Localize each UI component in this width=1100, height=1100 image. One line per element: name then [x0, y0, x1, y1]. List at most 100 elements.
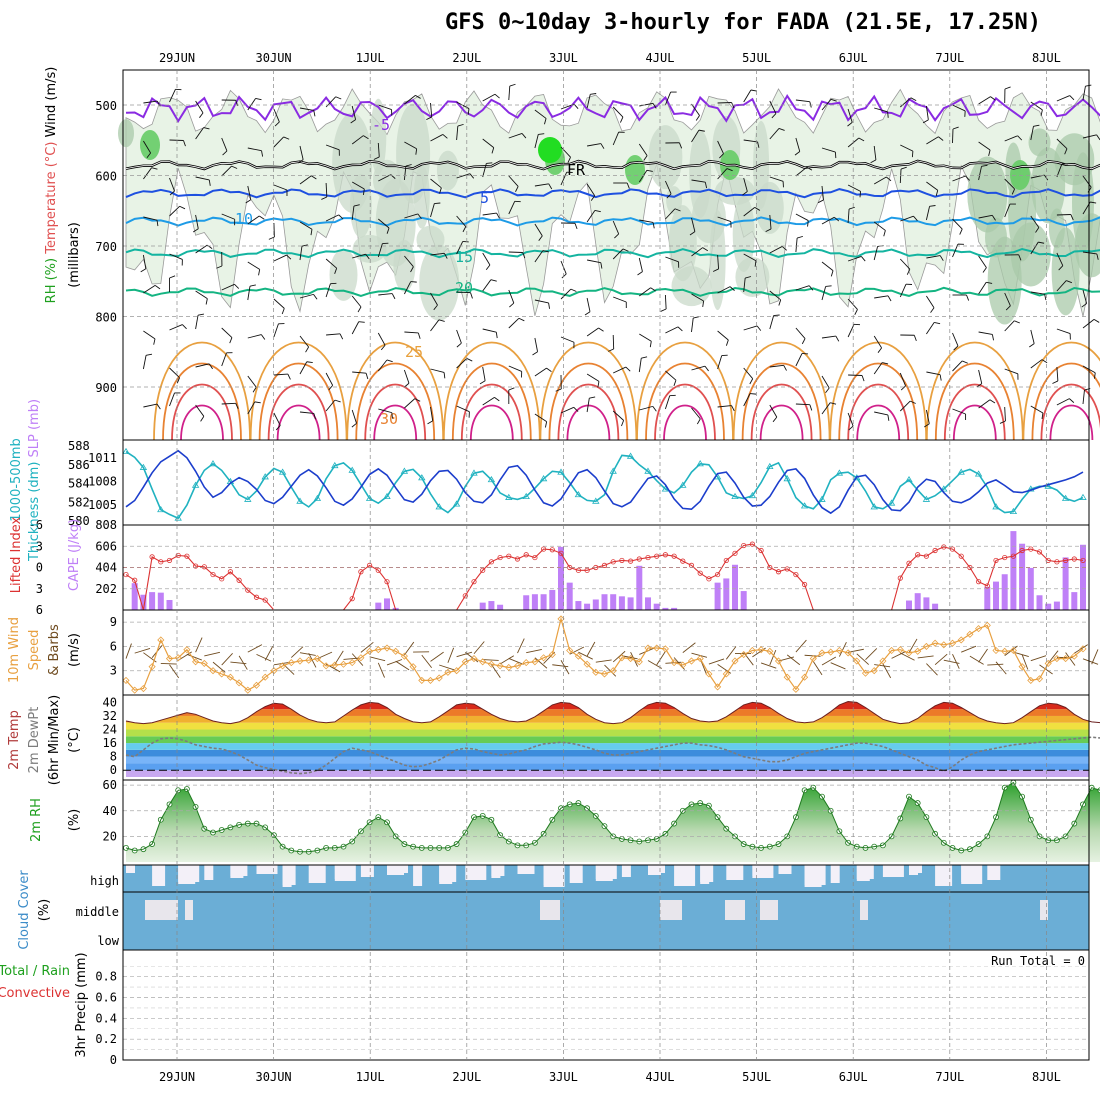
- wind-barb: [169, 253, 183, 260]
- cape-bar: [932, 603, 939, 610]
- wind-barb: [378, 293, 393, 296]
- li-marker: [227, 569, 233, 575]
- cape-bar: [671, 607, 678, 610]
- wind-barb: [1056, 163, 1063, 178]
- date-label-top: 7JUL: [935, 51, 964, 65]
- wind-barb-feather: [363, 135, 369, 140]
- wind-barb: [143, 100, 158, 104]
- wind-barb: [769, 246, 783, 254]
- wind-barb-feather: [754, 260, 757, 267]
- wind-barb: [299, 335, 309, 348]
- wind-barb: [978, 255, 987, 268]
- wind-barb-feather: [594, 209, 601, 213]
- wind-barb: [134, 648, 151, 654]
- wind-barb: [978, 96, 991, 105]
- precip-tick: 0.8: [95, 970, 117, 984]
- wind-speed-marker: [383, 644, 391, 652]
- li-marker: [123, 571, 129, 578]
- li-marker: [697, 570, 703, 576]
- thickness-marker: [783, 475, 791, 482]
- wind-barb-feather: [405, 164, 412, 167]
- li-marker: [462, 593, 468, 599]
- label-wind-3: & Barbs: [47, 624, 62, 676]
- wind-barb: [430, 252, 445, 256]
- cape-bar: [584, 603, 591, 610]
- isotherm-lobe: [460, 383, 523, 441]
- wind-barb: [351, 181, 365, 190]
- wind-barb-feather: [176, 377, 180, 384]
- wind-barb: [743, 393, 751, 407]
- thickness-tick: 582: [68, 495, 90, 509]
- wind-barb: [1082, 251, 1097, 255]
- wind-barb-feather: [1041, 412, 1044, 419]
- wind-barb-feather: [434, 202, 441, 204]
- isotherm-label-30: 30: [380, 410, 398, 428]
- wind-barb-feather: [261, 334, 266, 340]
- wind-barb: [587, 143, 601, 147]
- wind-barb-feather: [854, 309, 858, 315]
- cloud-gap-high: [126, 865, 135, 873]
- wind-barb: [1056, 328, 1071, 334]
- wind-barb: [769, 315, 775, 330]
- wind-barb: [743, 325, 758, 331]
- wind-barb-feather: [745, 276, 752, 279]
- date-label-bottom: 8JUL: [1032, 1070, 1061, 1084]
- thickness-marker: [1079, 493, 1087, 500]
- label-precip-total: Total / Rain: [0, 964, 70, 979]
- wind-barb: [334, 650, 344, 665]
- wind-barb-feather: [939, 255, 944, 261]
- isotherm-lobe: [943, 383, 1006, 441]
- wind-speed-marker: [252, 681, 261, 689]
- wind-barb: [482, 396, 495, 406]
- date-label-top: 6JUL: [839, 51, 868, 65]
- wind-barb-feather: [830, 98, 837, 102]
- rh-area: [126, 782, 1100, 862]
- li-marker: [932, 547, 938, 554]
- wind-barb: [273, 323, 279, 338]
- wind-barb: [430, 368, 445, 373]
- wind-barb: [404, 95, 416, 105]
- cape-bar: [984, 586, 991, 610]
- wind-barb-feather: [848, 425, 854, 431]
- wind-barb: [143, 330, 156, 340]
- wind-speed-marker: [418, 676, 426, 684]
- wind-barb: [769, 649, 777, 666]
- wind-barb: [691, 247, 703, 257]
- wind-barb-feather: [1029, 343, 1035, 348]
- wind-barb-feather: [910, 400, 916, 404]
- wind-barb-feather: [750, 393, 757, 395]
- cape-bar: [157, 592, 164, 610]
- wind-speed-marker: [192, 658, 200, 666]
- wind-barb-feather: [1018, 254, 1022, 261]
- wind-barb-feather: [522, 252, 526, 259]
- wind-barb: [404, 641, 415, 656]
- panel-frame: [122, 609, 1090, 696]
- wind-barb: [691, 179, 706, 183]
- date-label-bottom: 4JUL: [646, 1070, 675, 1084]
- wind-barb: [952, 218, 963, 230]
- wind-barb: [952, 175, 966, 182]
- date-label-top: 1JUL: [356, 51, 385, 65]
- wind-barb-feather: [913, 335, 917, 342]
- isotherm-label-25: 25: [405, 343, 423, 361]
- cape-bar: [1027, 567, 1034, 610]
- wind-barb-feather: [1085, 84, 1092, 87]
- wind-barb: [299, 246, 303, 261]
- wind-barb: [377, 662, 385, 678]
- wind-barb: [195, 244, 208, 254]
- wind-barb-feather: [350, 119, 356, 124]
- cloud-gap-high: [465, 865, 487, 880]
- li-tick: 0: [36, 561, 43, 575]
- cloud-gap-high: [569, 865, 583, 883]
- wind-barb-feather: [673, 380, 677, 386]
- cloud-gap-middle: [185, 900, 193, 920]
- wind-barb-feather: [999, 420, 1006, 424]
- wind-barb: [560, 146, 571, 158]
- wind-barb-feather: [1038, 241, 1045, 244]
- wind-barb: [691, 318, 694, 333]
- cape-bar: [558, 546, 564, 610]
- wind-barb-feather: [542, 250, 549, 253]
- date-label-top: 2JUL: [452, 51, 481, 65]
- wind-speed-marker: [174, 654, 182, 662]
- cape-bar: [592, 599, 599, 610]
